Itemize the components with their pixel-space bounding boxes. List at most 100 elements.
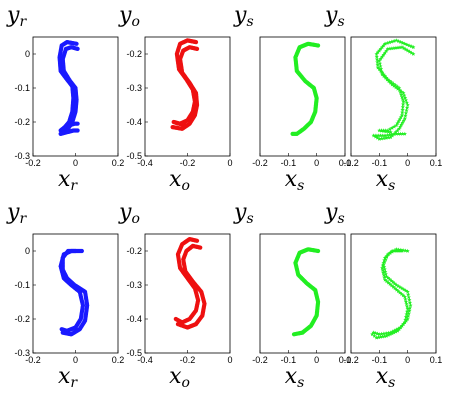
x-tick-label: -0.2 [343,355,359,365]
data-point [380,265,385,270]
x-tick-label: 0.1 [339,355,352,365]
data-point [403,113,408,118]
y-tick-label: -0.4 [126,117,142,127]
data-point [403,317,408,322]
data-point [379,128,384,133]
data-point [405,306,410,311]
y-axis-label: yo [118,3,140,30]
data-point [377,61,382,66]
data-point [60,330,65,335]
data-point [405,102,410,107]
data-point [394,38,399,43]
data-point [411,51,416,56]
y-tick-label: -0.4 [126,314,142,324]
y-tick-label: -0.2 [126,246,142,256]
data-point [379,136,384,141]
x-tick-label: 0.1 [430,355,443,365]
data-point [403,248,408,253]
data-point [401,46,406,51]
y-axis-label: ys [324,200,345,227]
x-tick-label: -0.2 [180,355,196,365]
data-point [403,314,409,319]
plot-area [259,36,346,157]
subplot-r1c2: -0.4 -0.2 0-0.5-0.4-0.3-0.2 [126,36,233,168]
subplot-r2c1: -0.2 0 0.2-0.3-0.2-0.10 [14,233,125,365]
x-tick-label: -0.1 [281,355,297,365]
data-point [382,258,387,263]
data-point [175,322,181,327]
series-stroke-2 [58,45,80,136]
data-point [400,107,405,112]
data-point [388,80,393,85]
data-point [405,289,410,294]
data-point [386,79,391,83]
data-point [380,133,385,138]
x-axis-label: xo [169,167,190,194]
data-point [374,51,379,56]
x-tick-label: -0.2 [343,158,359,168]
data-point [403,297,408,302]
x-tick-label: 0 [405,355,410,365]
data-point [387,40,392,45]
series-stroke-2 [175,243,207,330]
data-point [381,73,386,78]
x-axis-label: xs [285,167,305,194]
data-point [400,131,405,136]
data-point [382,275,387,280]
x-axis-label: xs [376,364,396,391]
y-tick-label: -0.5 [126,151,142,161]
data-point [59,327,64,332]
data-point [380,72,385,77]
data-point [401,99,406,104]
x-tick-label: 0 [227,355,232,365]
x-axis-label: xr [58,167,78,194]
subplot-r2c2: -0.4 -0.2 0-0.5-0.4-0.3-0.2 [126,233,233,365]
data-point [395,128,400,133]
data-point [381,331,386,336]
data-point [388,135,393,140]
data-point [406,314,411,319]
subplot-r1c1: -0.2 0 0.2-0.3-0.2-0.10 [14,36,124,168]
x-axis-label: xo [169,364,190,391]
x-tick-label: 0.1 [430,158,443,168]
y-tick-label: -0.3 [14,348,30,358]
y-tick-label: 0 [25,49,30,59]
data-point [383,75,388,80]
x-tick-label: -0.2 [25,158,41,168]
x-tick-label: -0.1 [372,355,388,365]
x-tick-label: 0 [73,158,78,168]
data-point [379,69,384,74]
y-axis-label: ys [233,200,254,227]
data-point [407,305,413,310]
data-point [384,331,389,336]
data-point [374,54,379,59]
x-tick-label: 0.2 [112,355,125,365]
data-point [384,135,389,140]
x-tick-label: -0.2 [252,158,268,168]
data-point [378,133,383,138]
y-tick-label: -0.5 [126,348,142,358]
subplot-r2c4: -0.2 -0.1 0 0.1 [343,233,443,365]
data-point [409,50,414,55]
data-point [405,248,410,253]
data-point [173,316,178,322]
x-axis-label: xs [285,364,305,391]
plot-area [144,36,231,157]
data-point [75,128,80,133]
data-point [400,104,405,109]
series-stroke-2 [371,45,416,141]
data-point [405,304,410,309]
data-point [403,110,409,115]
data-point [375,135,380,140]
x-tick-label: -0.2 [25,355,41,365]
data-point [386,129,391,134]
data-point [385,77,390,82]
data-point [385,40,390,45]
data-point [291,332,297,337]
data-point [391,38,397,43]
y-tick-label: -0.1 [14,280,30,290]
data-point [373,133,379,138]
data-point [372,333,377,338]
data-point [406,295,411,300]
data-point [378,66,384,71]
